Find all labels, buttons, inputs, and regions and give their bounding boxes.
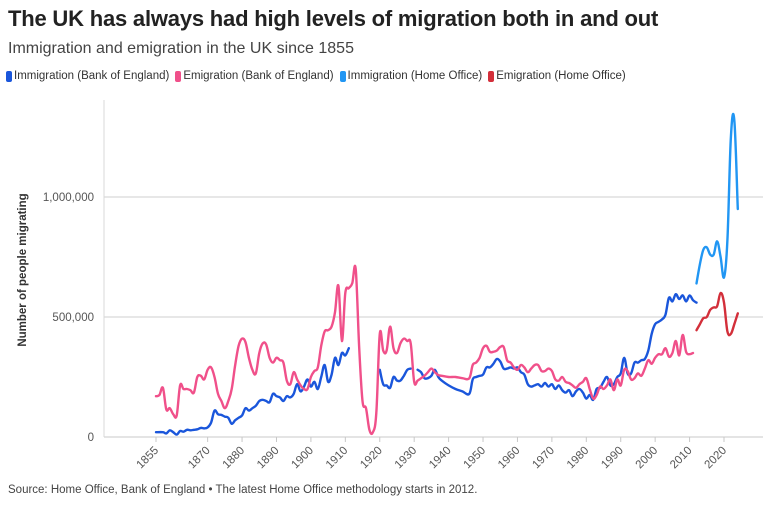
- legend-item-emigration-ho[interactable]: Emigration (Home Office): [488, 70, 626, 82]
- series-line[interactable]: [695, 291, 739, 337]
- x-tick-label: 1880: [221, 445, 248, 472]
- x-tick-label: 1890: [255, 445, 282, 472]
- series-immigration-bank-of-england: [154, 293, 698, 436]
- legend-item-immigration-ho[interactable]: Immigration (Home Office): [339, 70, 483, 82]
- x-tick-label: 2000: [634, 445, 661, 472]
- x-tick-label: 1900: [289, 445, 316, 472]
- x-tick-label: 1910: [324, 445, 351, 472]
- legend-item-emigration-boe[interactable]: Emigration (Bank of England): [175, 70, 334, 82]
- y-tick-label: 0: [88, 432, 94, 444]
- y-tick-label: 500,000: [52, 312, 94, 324]
- legend-swatch: [6, 70, 12, 82]
- x-tick-label: 1855: [135, 445, 162, 472]
- chart-subtitle: Immigration and emigration in the UK sin…: [8, 40, 354, 57]
- x-tick-label: 2020: [703, 445, 730, 472]
- x-tick-label: 1980: [565, 445, 592, 472]
- series-line[interactable]: [154, 347, 350, 436]
- gridlines: [104, 196, 763, 438]
- x-tick-label: 1960: [496, 445, 523, 472]
- chart-title: The UK has always had high levels of mig…: [8, 6, 659, 31]
- x-tick-label: 1940: [427, 445, 454, 472]
- y-axis-title: Number of people migrating: [17, 193, 29, 346]
- legend-label: Immigration (Home Office): [347, 70, 483, 82]
- series-line[interactable]: [154, 264, 695, 436]
- series-line[interactable]: [695, 112, 739, 285]
- series-emigration-home-office: [695, 291, 739, 337]
- x-tick-label: 1920: [358, 445, 385, 472]
- legend-item-immigration-boe[interactable]: Immigration (Bank of England): [6, 70, 169, 82]
- series-immigration-home-office: [695, 112, 739, 285]
- x-tick-label: 1930: [393, 445, 420, 472]
- legend-swatch: [339, 70, 346, 82]
- x-axis: 1855 1870 1880 1890 1900 1910 1920 1930 1940 1950…: [135, 437, 730, 472]
- x-tick-label: 1970: [530, 445, 557, 472]
- x-tick-label: 1950: [462, 445, 489, 472]
- legend-label: Emigration (Home Office): [496, 70, 626, 82]
- legend-label: Emigration (Bank of England): [183, 70, 334, 82]
- x-tick-label: 1870: [186, 445, 213, 472]
- legend-swatch: [488, 70, 495, 82]
- y-tick-label: 1,000,000: [43, 192, 94, 204]
- x-tick-label: 2010: [668, 445, 695, 472]
- y-axis: 0 500,000 1,000,000: [43, 100, 105, 444]
- x-tick-label: 1990: [599, 445, 626, 472]
- series-line[interactable]: [416, 293, 698, 402]
- series-line[interactable]: [378, 367, 412, 390]
- legend-swatch: [175, 70, 182, 82]
- legend: Immigration (Bank of England) Emigration…: [6, 70, 626, 82]
- legend-label: Immigration (Bank of England): [14, 70, 170, 82]
- series-lines: [154, 112, 739, 436]
- source-note: Source: Home Office, Bank of England • T…: [8, 484, 478, 496]
- series-emigration-bank-of-england: [154, 264, 695, 436]
